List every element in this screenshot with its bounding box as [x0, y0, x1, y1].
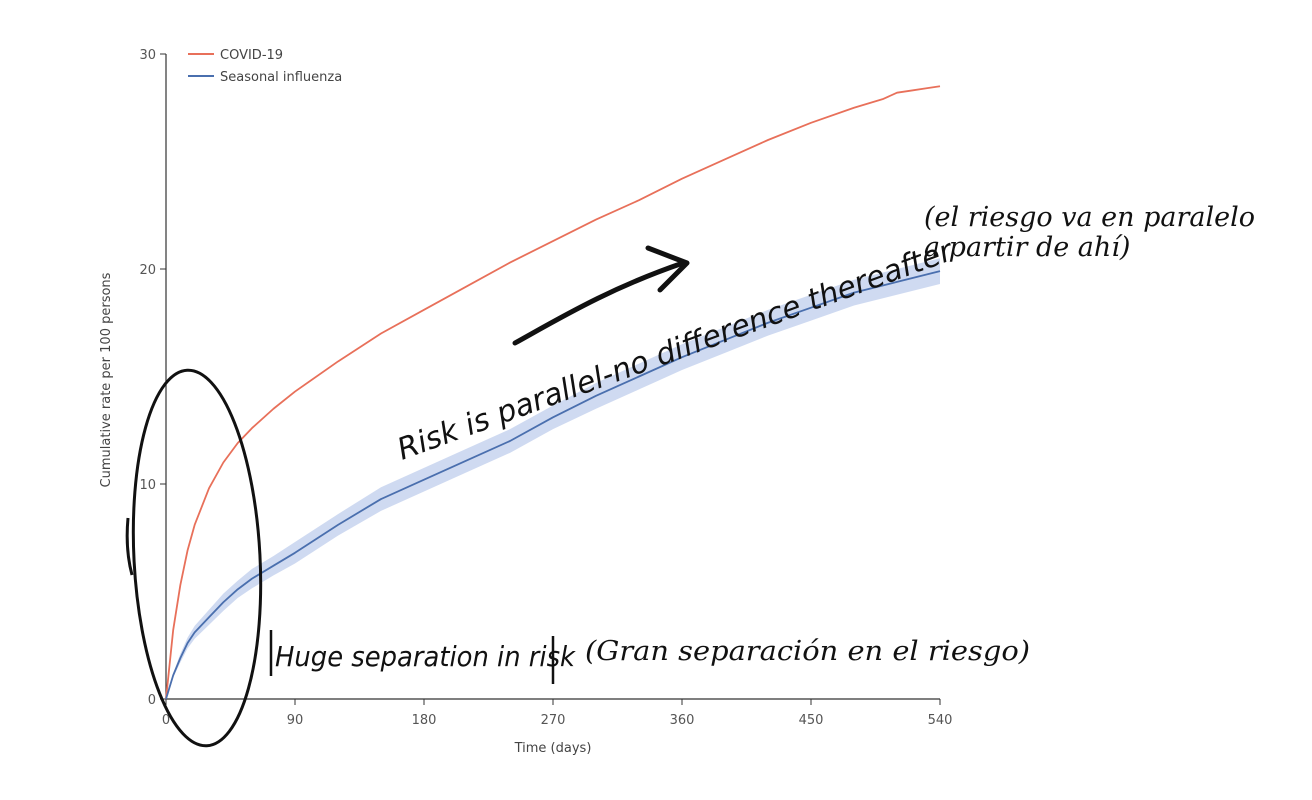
series-line-influenza: [165, 270, 941, 700]
y-tick-label: 20: [139, 263, 156, 278]
x-tick-label: 270: [541, 713, 566, 728]
legend-label-influenza: Seasonal influenza: [220, 70, 342, 85]
x-tick-label: 450: [799, 713, 824, 728]
translation-separation-text: (Gran separación en el riesgo): [585, 636, 1030, 667]
arrowhead-icon: [645, 245, 690, 293]
ticks: 0 90 180 270 360 450 540 0 10 20 30: [139, 48, 952, 728]
x-tick-label: 540: [928, 713, 953, 728]
series-lines: [165, 85, 941, 700]
y-tick-label: 0: [148, 693, 156, 708]
legend: COVID-19 Seasonal influenza: [188, 48, 342, 85]
separation-annotation-text: Huge separation in risk: [275, 640, 577, 673]
series-line-covid: [165, 85, 941, 700]
translation-parallel-line-2: a partir de ahí): [924, 232, 1130, 263]
y-axis-title: Cumulative rate per 100 persons: [99, 272, 114, 487]
x-tick-label: 180: [412, 713, 437, 728]
x-tick-label: 90: [287, 713, 304, 728]
x-tick-label: 0: [162, 713, 170, 728]
y-tick-label: 10: [139, 478, 156, 493]
confidence-band-layer: [166, 258, 940, 699]
translation-parallel-line-1: (el riesgo va en paralelo: [924, 202, 1255, 233]
handwritten-annotations: Risk is parallel-no difference thereafte…: [125, 202, 1255, 748]
separation-circle: [131, 368, 263, 748]
confidence-band: [166, 258, 940, 699]
arrow-icon: [512, 260, 686, 346]
legend-label-covid: COVID-19: [220, 48, 283, 63]
x-axis-title: Time (days): [514, 741, 592, 756]
separation-circle-tail: [125, 517, 134, 576]
x-tick-label: 360: [670, 713, 695, 728]
y-tick-label: 30: [139, 48, 156, 63]
